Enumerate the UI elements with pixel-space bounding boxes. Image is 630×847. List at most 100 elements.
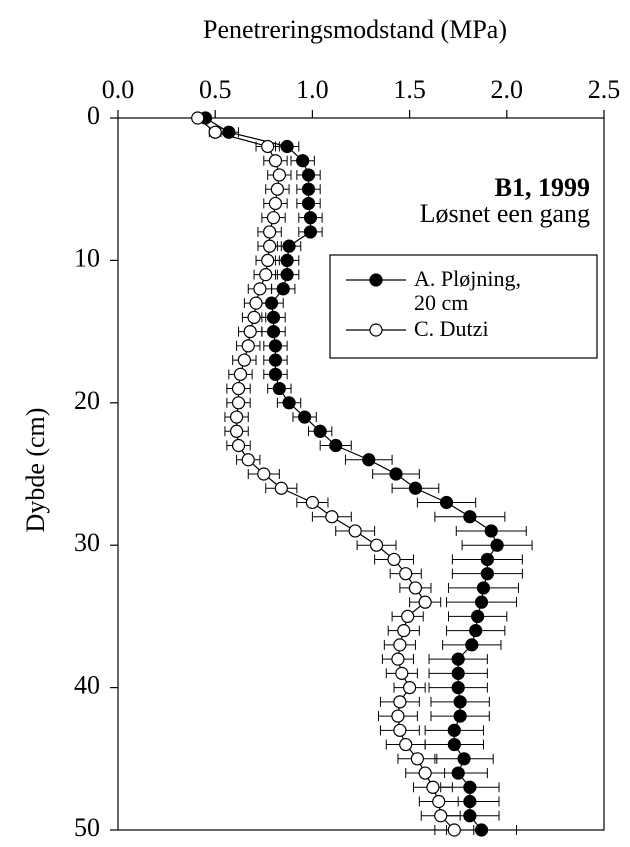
point <box>399 567 413 581</box>
legend-entry: A. Pløjning, 20 cm <box>414 267 521 315</box>
point <box>268 339 283 353</box>
point <box>233 367 248 381</box>
point <box>274 481 288 495</box>
y-tick-label: 10 <box>74 243 100 272</box>
point <box>403 680 417 695</box>
point <box>362 453 376 467</box>
x-tick-label: 0.0 <box>102 75 135 104</box>
point <box>208 125 222 139</box>
point <box>474 823 489 837</box>
point <box>469 624 483 638</box>
point <box>397 624 411 638</box>
point <box>280 253 294 267</box>
point <box>272 168 286 182</box>
point <box>301 196 316 211</box>
point <box>408 481 423 495</box>
point <box>451 652 465 666</box>
annotation: Løsnet een gang <box>420 199 590 228</box>
point <box>418 595 432 609</box>
point <box>264 296 279 310</box>
point <box>484 524 498 538</box>
y-tick-label: 20 <box>74 386 100 415</box>
point <box>280 139 294 154</box>
point <box>231 438 246 453</box>
legend-marker <box>369 323 383 337</box>
point <box>348 524 362 538</box>
point <box>276 282 290 296</box>
point <box>457 752 471 766</box>
point <box>447 737 461 752</box>
point <box>261 139 275 154</box>
point <box>408 581 423 595</box>
point <box>426 780 440 794</box>
y-axis-label: Dybde (cm) <box>21 408 50 533</box>
point <box>393 723 407 737</box>
x-tick-label: 2.5 <box>588 75 621 104</box>
point <box>453 695 467 709</box>
point <box>247 310 261 324</box>
point <box>231 396 246 410</box>
point <box>229 410 244 424</box>
plot-frame <box>117 117 605 831</box>
point <box>480 552 494 567</box>
chart-title: Penetreringsmodstand (MPa) <box>203 15 507 44</box>
point <box>229 424 244 438</box>
point <box>387 552 401 567</box>
point <box>263 239 277 253</box>
point <box>222 125 236 139</box>
point <box>432 794 446 809</box>
point <box>301 182 316 196</box>
point <box>191 111 205 125</box>
point <box>296 154 310 168</box>
point <box>434 809 448 823</box>
legend-marker <box>369 273 383 287</box>
point <box>313 424 327 438</box>
point <box>474 595 489 609</box>
legend-label: C. Dutzi <box>414 317 489 341</box>
point <box>253 282 267 296</box>
point <box>266 310 281 324</box>
point <box>241 339 255 353</box>
point <box>476 581 491 595</box>
point <box>471 609 485 624</box>
point <box>303 211 318 225</box>
point <box>463 794 477 809</box>
legend-box <box>329 254 598 359</box>
point <box>280 268 294 282</box>
point <box>410 752 424 766</box>
point <box>465 638 479 652</box>
point <box>263 225 277 239</box>
point <box>439 495 454 510</box>
legend-entry: C. Dutzi <box>414 317 489 341</box>
y-tick-label: 0 <box>87 101 100 130</box>
point <box>325 510 339 524</box>
point <box>268 367 283 381</box>
point <box>480 567 494 581</box>
point <box>463 510 477 524</box>
point <box>391 652 405 666</box>
y-tick-label: 50 <box>74 813 100 842</box>
point <box>463 780 477 794</box>
x-tick-label: 1.5 <box>393 75 426 104</box>
point <box>463 809 477 823</box>
point <box>395 666 409 680</box>
point <box>305 495 319 510</box>
point <box>268 196 283 211</box>
point <box>298 410 312 424</box>
legend-label: A. Pløjning, 20 cm <box>414 267 521 315</box>
point <box>401 609 415 624</box>
point <box>266 325 281 339</box>
point <box>249 296 263 310</box>
point <box>329 438 343 453</box>
point <box>451 666 465 680</box>
point <box>490 538 504 552</box>
point <box>266 211 281 225</box>
point <box>231 381 246 396</box>
point <box>301 168 316 182</box>
point <box>399 737 413 752</box>
point <box>451 766 465 780</box>
point <box>282 396 296 410</box>
point <box>259 268 273 282</box>
annotation: B1, 1999 <box>495 173 590 202</box>
